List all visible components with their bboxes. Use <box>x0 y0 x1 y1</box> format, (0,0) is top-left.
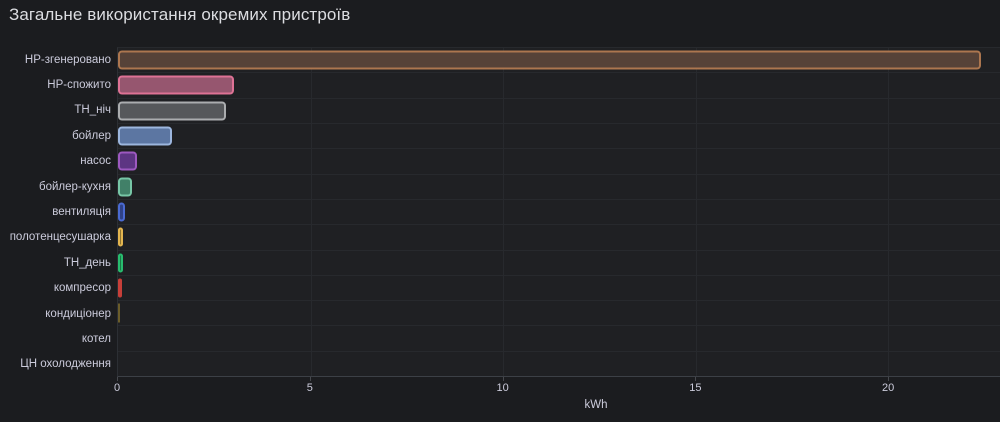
bar[interactable] <box>118 227 124 247</box>
bar[interactable] <box>118 177 132 197</box>
y-axis-label: полотенцесушарка <box>9 231 111 244</box>
x-tick-mark <box>502 377 504 381</box>
bar[interactable] <box>118 278 122 298</box>
y-axis-label: кондиціонер <box>45 307 111 320</box>
bar-rows <box>118 48 1000 376</box>
x-tick-label: 20 <box>882 382 895 394</box>
bar[interactable] <box>118 126 172 146</box>
bar-row <box>118 301 1000 327</box>
y-axis-label: НР-спожито <box>47 79 111 92</box>
gridline <box>695 48 697 376</box>
bar-row <box>118 48 1000 74</box>
bar-row <box>118 99 1000 124</box>
x-tick-label: 10 <box>496 382 509 394</box>
x-tick-mark <box>695 377 697 381</box>
bar-row <box>118 326 1000 352</box>
bar-row <box>118 251 1000 276</box>
x-tick-label: 0 <box>113 382 121 394</box>
x-axis: 0 5 10 15 20 <box>0 377 1000 399</box>
bar[interactable] <box>118 151 138 171</box>
bar-row <box>118 73 1000 99</box>
y-axis-label: компресор <box>53 282 111 295</box>
bar[interactable] <box>118 101 226 121</box>
bar-row <box>118 200 1000 226</box>
y-axis-label: ТН_ніч <box>74 104 111 117</box>
bar-row <box>118 149 1000 175</box>
bar-row <box>118 276 1000 302</box>
x-tick-mark <box>309 377 311 381</box>
y-axis-label: НР-згенеровано <box>24 53 111 66</box>
gridline <box>503 48 505 376</box>
bar-row <box>118 225 1000 251</box>
bar[interactable] <box>118 253 123 273</box>
y-axis-label: насос <box>80 155 111 168</box>
gridline <box>310 48 312 376</box>
bar[interactable] <box>118 202 125 222</box>
bar[interactable] <box>118 50 981 70</box>
x-tick-mark <box>888 377 890 381</box>
y-axis-label: вентиляція <box>52 206 111 219</box>
x-axis-title: kWh <box>584 399 608 411</box>
y-axis-label: ТН_день <box>63 256 111 269</box>
x-tick-label: 15 <box>689 382 702 394</box>
y-axis-label: ЦН охолодження <box>20 358 111 371</box>
bar[interactable] <box>118 75 234 95</box>
x-tick-label: 5 <box>306 382 313 394</box>
gridline <box>888 48 890 376</box>
bar-row <box>118 352 1000 376</box>
y-axis-label: котел <box>81 332 111 345</box>
panel-title: Загальне використання окремих пристроїв <box>9 5 351 24</box>
y-axis-labels: НР-згенеровано НР-спожито ТН_ніч бойлер насо… <box>0 47 111 377</box>
bar[interactable] <box>118 303 120 323</box>
x-tick-mark <box>117 377 118 381</box>
y-axis-label: бойлер <box>72 129 111 142</box>
y-axis-label: бойлер-кухня <box>39 180 111 193</box>
plot-area <box>117 47 1000 377</box>
bar-row <box>118 175 1000 200</box>
bar-row <box>118 124 1000 150</box>
